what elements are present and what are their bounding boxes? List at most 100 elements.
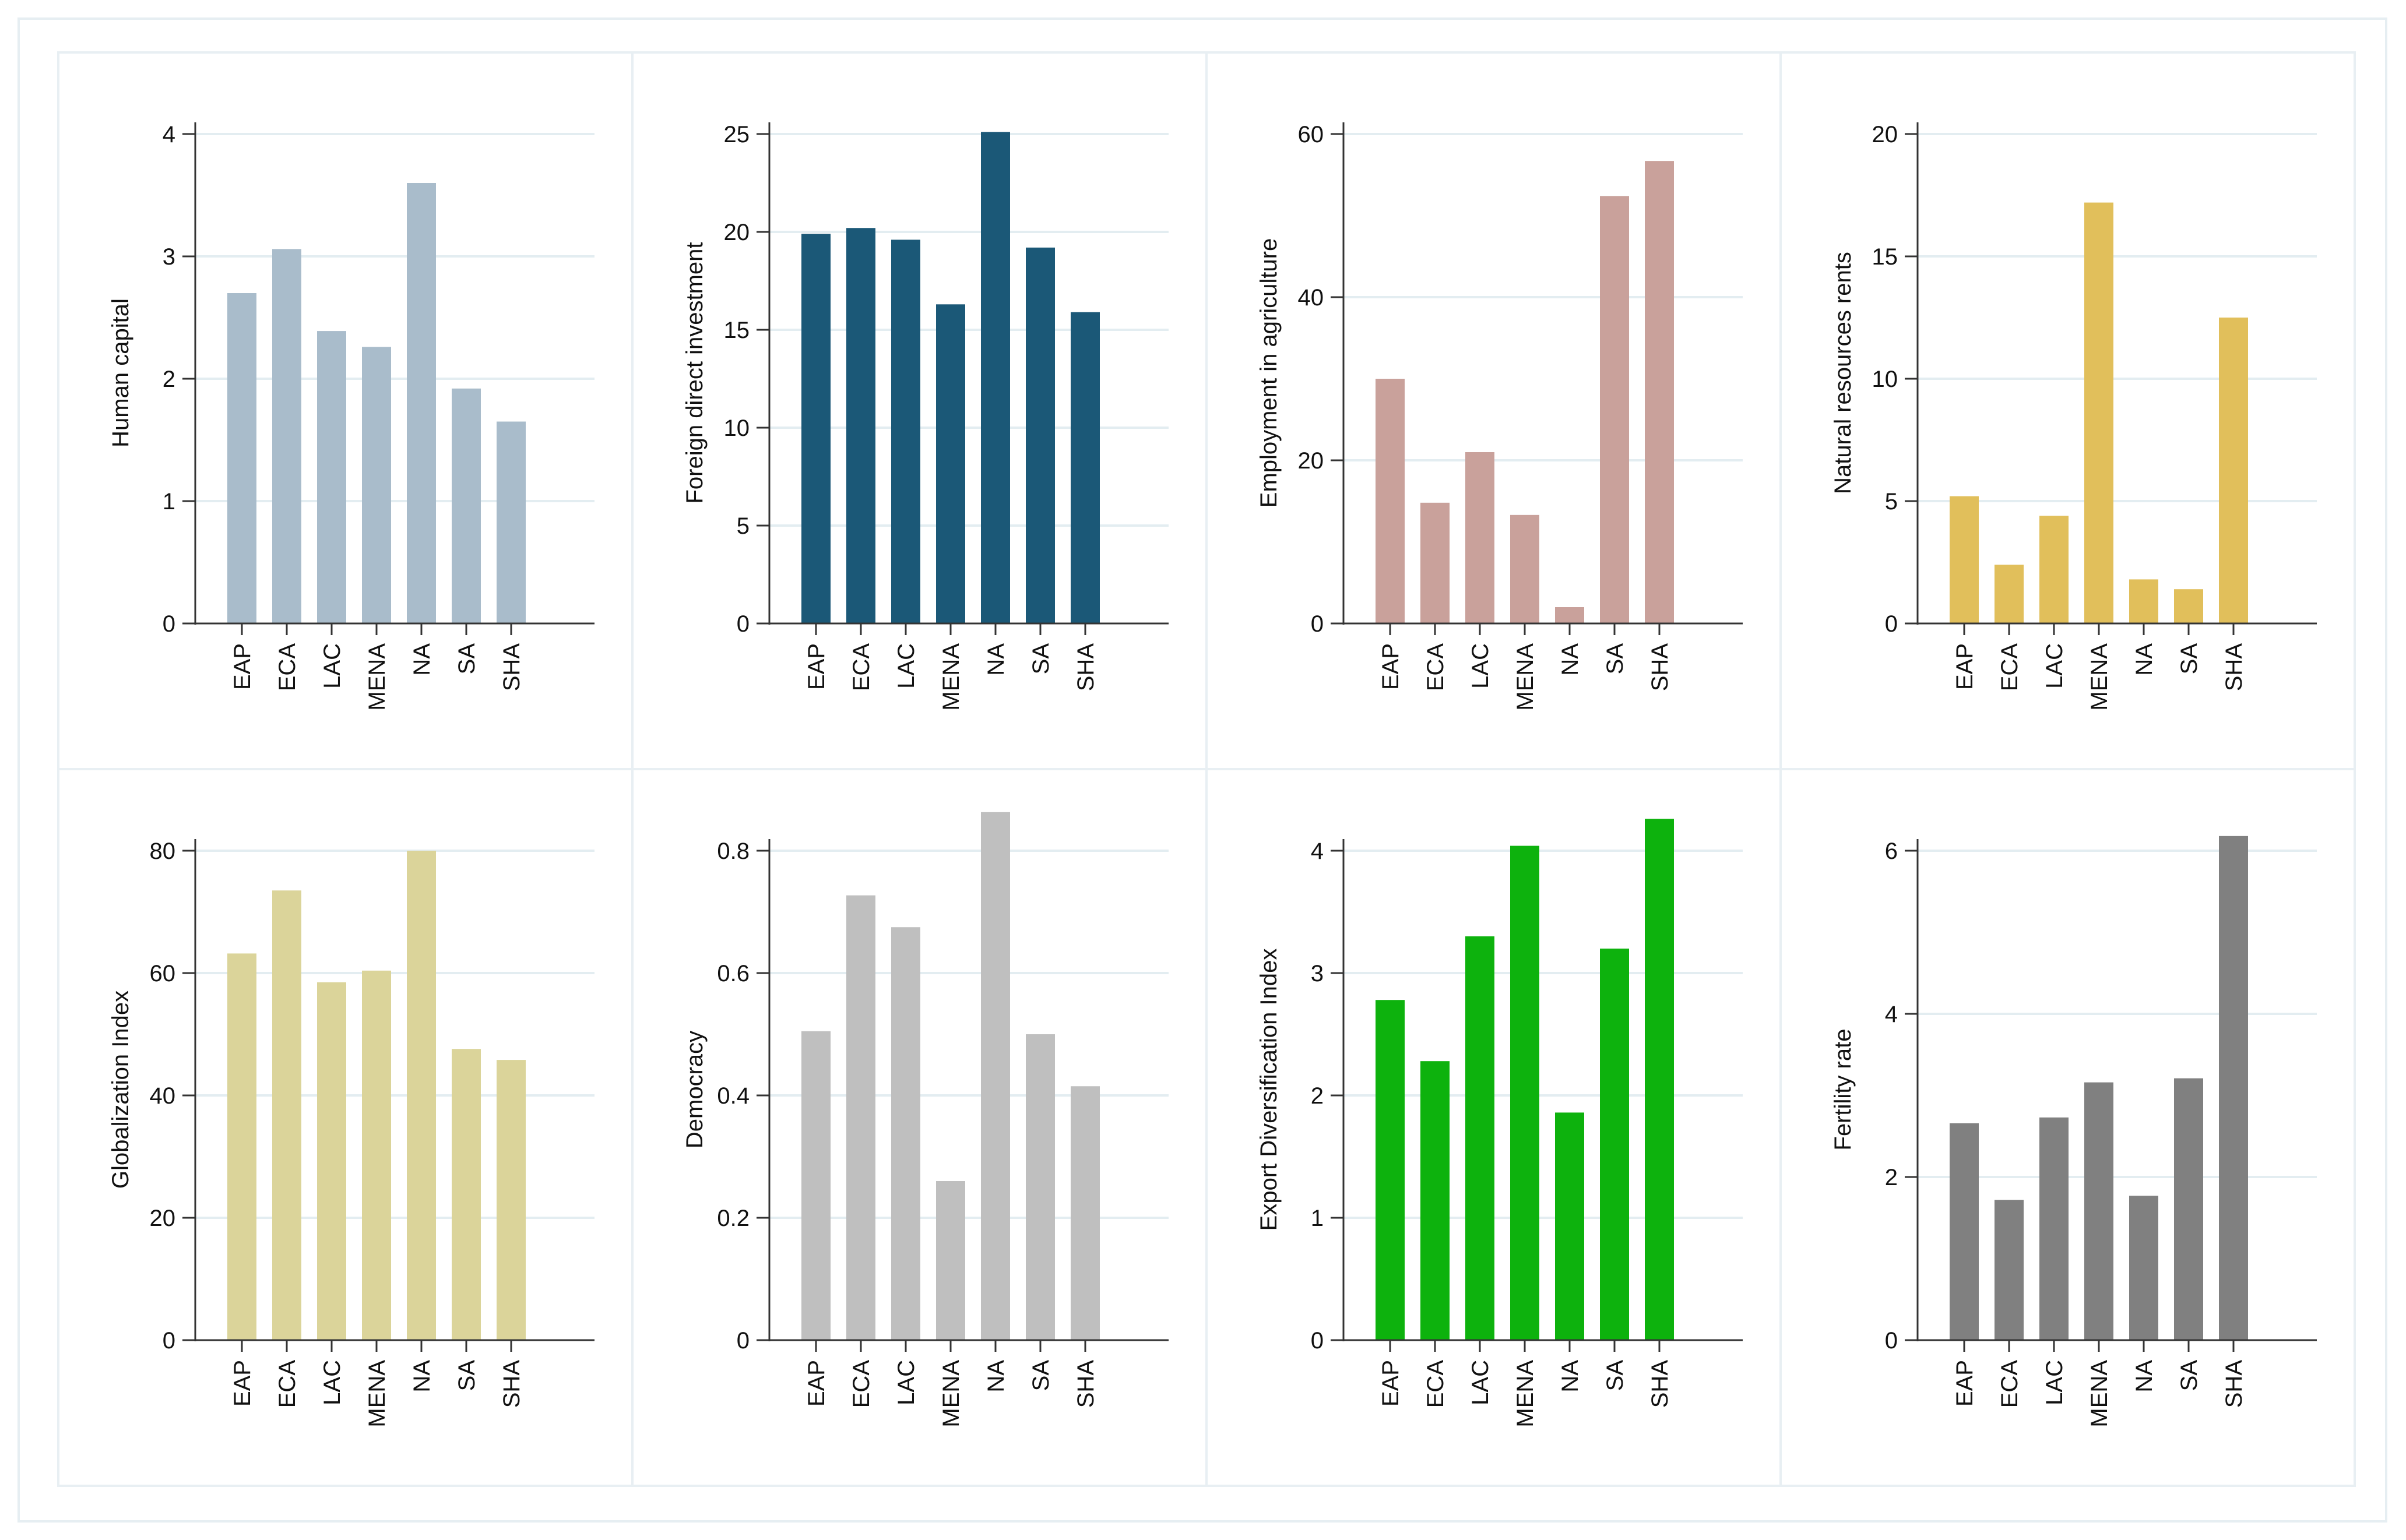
y-tick-label: 10 (1872, 367, 1898, 392)
y-axis-title: Fertility rate (1830, 1029, 1856, 1151)
x-tick-label: SHA (499, 1360, 525, 1408)
x-tick-label: SA (1028, 1360, 1054, 1391)
bar-sha (2219, 318, 2248, 623)
bar-sa (452, 1049, 481, 1340)
chart-panel-2: 0 5 10 15 20 25 EAP ECA LAC MENA NA SA SHA Foreign di… (682, 122, 1169, 711)
y-tick-label: 20 (1298, 448, 1324, 474)
x-tick-label: SA (1602, 1360, 1628, 1391)
x-tick-label: NA (409, 643, 435, 676)
x-tick-label: ECA (849, 1360, 874, 1408)
bar-sa (1600, 196, 1629, 623)
bar-sha (497, 421, 526, 623)
bar-mena (2084, 1082, 2113, 1340)
bar-na (1555, 607, 1584, 623)
bar-sha (1645, 819, 1674, 1340)
x-tick-label: EAP (230, 643, 255, 690)
x-tick-label: SHA (1647, 1360, 1673, 1408)
y-tick-label: 0.2 (717, 1206, 750, 1231)
y-axis-title: Democracy (682, 1031, 708, 1148)
x-tick-label: LAC (1468, 643, 1493, 689)
x-tick-label: NA (1557, 1360, 1583, 1393)
bar-eca (846, 895, 875, 1340)
x-tick-label: EAP (804, 643, 829, 690)
bar-eap (801, 234, 831, 623)
bar-eca (272, 890, 301, 1340)
chart-panel-1: 0 1 2 3 4 EAP ECA LAC MENA NA SA SHA Human capital (108, 122, 595, 711)
x-tick-label: EAP (1952, 1360, 1978, 1407)
y-tick-label: 40 (1298, 285, 1324, 311)
x-tick-label: NA (2131, 643, 2157, 676)
bar-eap (1950, 496, 1979, 623)
bar-sa (452, 388, 481, 623)
chart-panel-3: 0 20 40 60 EAP ECA LAC MENA NA SA SHA Employment in… (1256, 122, 1743, 711)
x-tick-label: SHA (2221, 1360, 2247, 1408)
x-tick-label: EAP (804, 1360, 829, 1407)
y-tick-label: 0 (1885, 611, 1898, 637)
x-tick-label: NA (409, 1360, 435, 1393)
y-tick-label: 0 (163, 611, 175, 637)
bar-eca (1420, 502, 1450, 623)
bar-mena (1510, 845, 1539, 1340)
bar-mena (936, 304, 965, 623)
x-tick-label: SA (2176, 1360, 2202, 1391)
y-tick-label: 10 (724, 415, 750, 441)
x-tick-label: LAC (319, 1360, 345, 1405)
bar-sha (1071, 1086, 1100, 1340)
y-axis-title: Foreign direct investment (682, 242, 708, 503)
y-tick-label: 0 (1311, 1328, 1324, 1354)
chart-panel-6: 0 0.2 0.4 0.6 0.8 EAP ECA LAC MENA NA SA SHA Democra… (682, 812, 1169, 1428)
bar-lac (891, 239, 920, 623)
y-tick-label: 4 (163, 122, 175, 147)
x-tick-label: MENA (364, 1360, 390, 1428)
bar-sha (1645, 161, 1674, 623)
y-axis-title: Natural resources rents (1830, 252, 1856, 494)
chart-panel-8: 0 2 4 6 EAP ECA LAC MENA NA SA SHA Fertility rate (1830, 836, 2317, 1428)
y-tick-label: 4 (1311, 838, 1324, 864)
x-tick-label: SA (454, 643, 480, 675)
y-tick-label: 0 (737, 611, 750, 637)
y-axis-title: Employment in agriculture (1256, 238, 1282, 508)
bar-lac (2039, 1117, 2069, 1340)
y-tick-label: 0 (1311, 611, 1324, 637)
x-tick-label: SHA (2221, 643, 2247, 692)
y-tick-label: 1 (163, 489, 175, 514)
chart-panel-4: 0 5 10 15 20 EAP ECA LAC MENA NA SA SHA Natural reso… (1830, 122, 2317, 711)
bar-mena (1510, 514, 1539, 623)
bar-mena (362, 970, 391, 1340)
bar-eap (227, 953, 256, 1340)
y-tick-label: 0 (1885, 1328, 1898, 1354)
bar-sa (1026, 247, 1055, 623)
x-tick-label: ECA (1423, 1360, 1448, 1408)
x-tick-label: MENA (938, 643, 964, 711)
bar-eap (227, 293, 256, 623)
x-tick-label: ECA (1423, 643, 1448, 692)
y-tick-label: 0 (737, 1328, 750, 1354)
y-tick-label: 6 (1885, 838, 1898, 864)
x-tick-label: SHA (1073, 643, 1099, 692)
bar-lac (1465, 936, 1494, 1340)
bar-eca (1995, 1200, 2024, 1340)
y-tick-label: 4 (1885, 1002, 1898, 1027)
bar-eca (272, 249, 301, 623)
x-tick-label: ECA (1997, 643, 2022, 692)
bar-sa (2174, 1078, 2203, 1340)
bar-lac (317, 331, 346, 623)
bar-eca (846, 228, 875, 623)
x-tick-label: SA (2176, 643, 2202, 675)
panel-border (1779, 768, 2356, 1487)
y-tick-label: 40 (150, 1083, 176, 1109)
bar-eap (1950, 1123, 1979, 1340)
bar-na (981, 132, 1010, 623)
x-tick-label: LAC (894, 1360, 919, 1405)
bar-mena (2084, 202, 2113, 624)
x-tick-label: SHA (1647, 643, 1673, 692)
y-tick-label: 3 (163, 244, 175, 270)
y-tick-label: 25 (724, 122, 750, 147)
x-tick-label: SHA (499, 643, 525, 692)
y-tick-label: 0.8 (717, 838, 750, 864)
bar-na (981, 812, 1010, 1340)
bar-na (2129, 1196, 2158, 1340)
x-tick-label: MENA (938, 1360, 964, 1428)
x-tick-label: ECA (275, 643, 300, 692)
